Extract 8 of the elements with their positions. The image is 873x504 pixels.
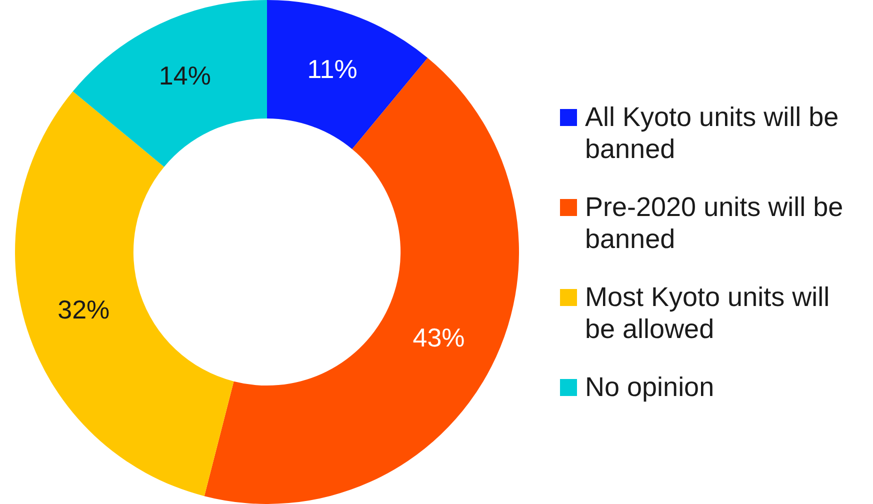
legend-label: Most Kyoto units will be allowed xyxy=(585,281,831,345)
legend-label: No opinion xyxy=(585,371,714,403)
data-label: 43% xyxy=(412,322,465,353)
data-label: 14% xyxy=(158,60,211,91)
legend-label: Pre-2020 units will be banned xyxy=(585,191,844,255)
legend-label: All Kyoto units will be banned xyxy=(585,101,840,165)
data-label: 32% xyxy=(58,294,110,325)
data-label: 11% xyxy=(307,54,358,84)
